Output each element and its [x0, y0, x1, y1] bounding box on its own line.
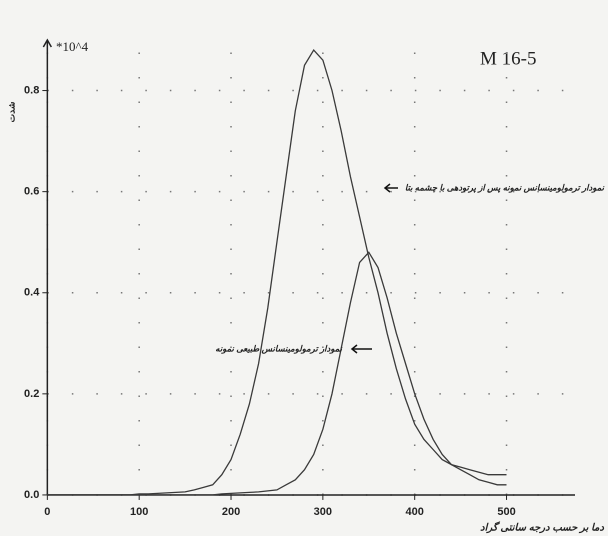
- chart-title: M 16-5: [480, 48, 536, 69]
- series-annotation: نمودار ترمولومینسانس نمونه پس از پرتودهی…: [405, 182, 605, 193]
- y-axis-arrow: [42, 38, 52, 48]
- y-tick-label: 0.0: [24, 489, 39, 501]
- y-tick-label: 0.8: [24, 84, 39, 96]
- series-annotation: نمودار ترمولومینسانس طبیعی نمونه: [215, 343, 342, 354]
- annotation-arrowhead: [383, 183, 391, 193]
- y-axis-label: شدت: [6, 102, 16, 123]
- y-tick-label: 0.2: [24, 388, 39, 400]
- y-tick-label: 0.6: [24, 186, 39, 198]
- y-tick-label: 0.4: [24, 287, 40, 299]
- x-tick-label: 0: [44, 506, 50, 518]
- x-tick-label: 500: [497, 506, 515, 518]
- x-tick-label: 300: [314, 506, 332, 518]
- x-tick-label: 100: [130, 506, 148, 518]
- series-line: [47, 251, 507, 496]
- x-axis-label: دما بر حسب درجه سانتی گراد: [480, 521, 604, 534]
- x-tick-label: 200: [222, 506, 240, 518]
- x-tick-label: 400: [406, 506, 424, 518]
- annotation-arrowhead: [350, 344, 358, 354]
- y-unit: *10^4: [56, 39, 89, 54]
